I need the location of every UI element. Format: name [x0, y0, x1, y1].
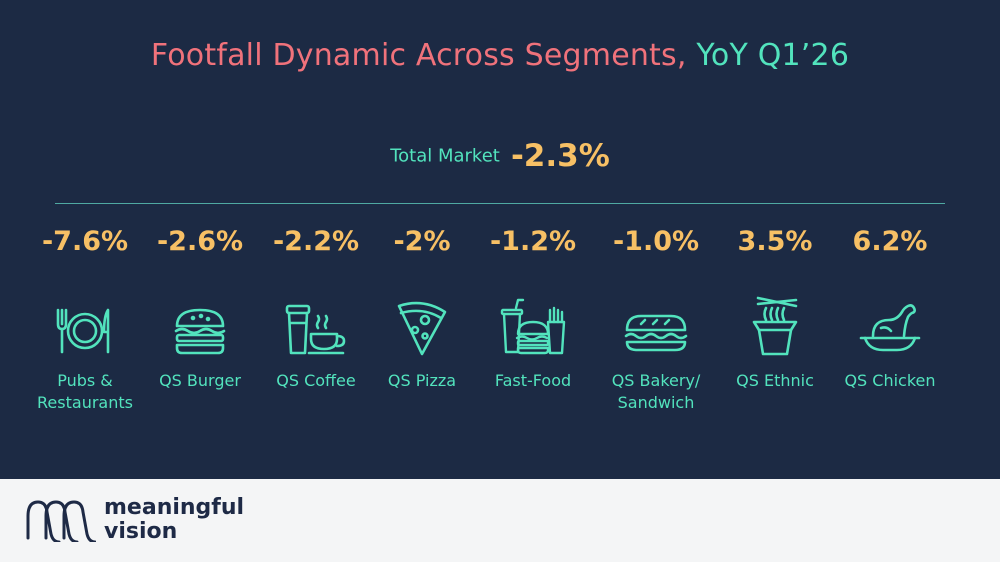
segment-label: Fast-Food: [494, 371, 572, 390]
segment-value: -2.2%: [272, 226, 360, 257]
segment-value: -1.0%: [612, 226, 700, 257]
brand-name: meaningful vision: [104, 495, 245, 544]
segment-value: -2%: [393, 226, 451, 257]
segment-label: QS Pizza: [387, 371, 457, 390]
segment-value: 3.5%: [737, 226, 813, 257]
segment-qs-chicken: 6.2% QS Chicken: [820, 0, 960, 479]
brand-mark-icon: [26, 500, 96, 542]
total-market: Total Market -2.3%: [0, 138, 1000, 174]
segment-qs-pizza: -2% QS Pizza: [352, 0, 492, 479]
pizza-icon: [387, 292, 457, 362]
brand-logo: meaningful vision: [24, 496, 284, 548]
content-panel: Footfall Dynamic Across Segments, YoY Q1…: [0, 0, 1000, 479]
segment-value: -2.6%: [156, 226, 244, 257]
coffee-icon: [281, 292, 351, 362]
segment-label: QS Burger: [159, 371, 241, 390]
segment-qs-bakery-sandwich: -1.0% QS Bakery/ Sandwich: [586, 0, 726, 479]
fast-food-icon: [498, 292, 568, 362]
page-title: Footfall Dynamic Across Segments, YoY Q1…: [0, 38, 1000, 73]
footer: [0, 479, 1000, 562]
segment-value: 6.2%: [852, 226, 928, 257]
burger-icon: [165, 292, 235, 362]
segment-qs-ethnic: 3.5% QS Ethnic: [705, 0, 845, 479]
chicken-icon: [855, 292, 925, 362]
segment-fast-food: -1.2% Fast-Food: [463, 0, 603, 479]
segment-label: Pubs & Restaurants: [37, 371, 133, 412]
sandwich-icon: [621, 292, 691, 362]
segment-pubs-restaurants: -7.6% Pubs & Restaurants: [15, 0, 155, 479]
segment-value: -1.2%: [489, 226, 577, 257]
divider: [55, 203, 945, 204]
segment-label: QS Chicken: [844, 371, 936, 390]
total-market-value: -2.3%: [510, 138, 610, 174]
title-accent: YoY Q1’26: [696, 38, 850, 73]
title-main: Footfall Dynamic Across Segments,: [150, 38, 687, 73]
total-market-label: Total Market: [390, 145, 500, 167]
plate-cutlery-icon: [50, 292, 120, 362]
segment-label: QS Bakery/ Sandwich: [611, 371, 701, 412]
segment-qs-coffee: -2.2% QS Coffee: [246, 0, 386, 479]
segment-qs-burger: -2.6% QS Burger: [130, 0, 270, 479]
segment-label: QS Coffee: [276, 371, 356, 390]
segment-value: -7.6%: [41, 226, 129, 257]
noodle-box-icon: [740, 292, 810, 362]
segment-label: QS Ethnic: [736, 371, 814, 390]
